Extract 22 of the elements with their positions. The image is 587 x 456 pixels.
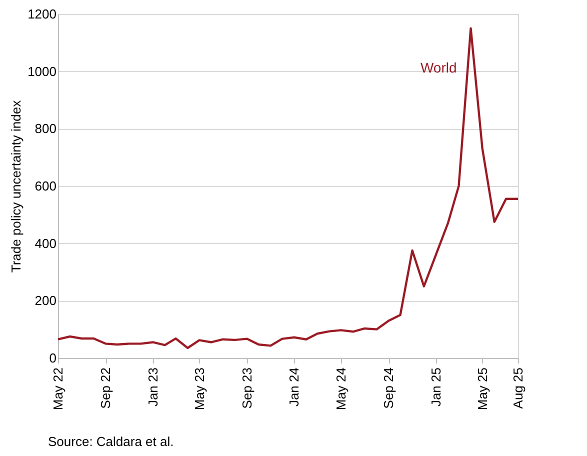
x-tick-label: Aug 25 — [510, 368, 526, 409]
y-tick-label: 400 — [34, 236, 56, 251]
series-label: World — [420, 59, 457, 76]
x-tick-label: Sep 24 — [381, 368, 396, 409]
x-tick-label: May 23 — [192, 368, 207, 410]
x-tick-label: May 24 — [334, 368, 349, 410]
y-axis-title: Trade policy uncertainty index — [8, 100, 24, 273]
x-tick-label: Jan 24 — [286, 368, 302, 407]
source-note: Source: Caldara et al. — [48, 434, 174, 449]
y-tick-label: 1000 — [28, 64, 56, 79]
x-tick-label: Jan 23 — [145, 368, 160, 407]
y-tick-label: 600 — [34, 178, 56, 194]
x-tick-label: Sep 23 — [239, 368, 254, 409]
x-tick-label: Sep 22 — [98, 368, 114, 409]
x-tick-label: May 22 — [50, 368, 66, 410]
line-series — [56, 27, 520, 350]
x-tick-label: Jan 25 — [428, 368, 444, 407]
y-tick-label: 200 — [34, 293, 56, 308]
y-tick-label: 0 — [49, 350, 56, 366]
x-tick-label: May 25 — [474, 368, 490, 410]
y-tick-label: 1200 — [28, 6, 56, 22]
y-tick-label: 800 — [34, 121, 56, 136]
